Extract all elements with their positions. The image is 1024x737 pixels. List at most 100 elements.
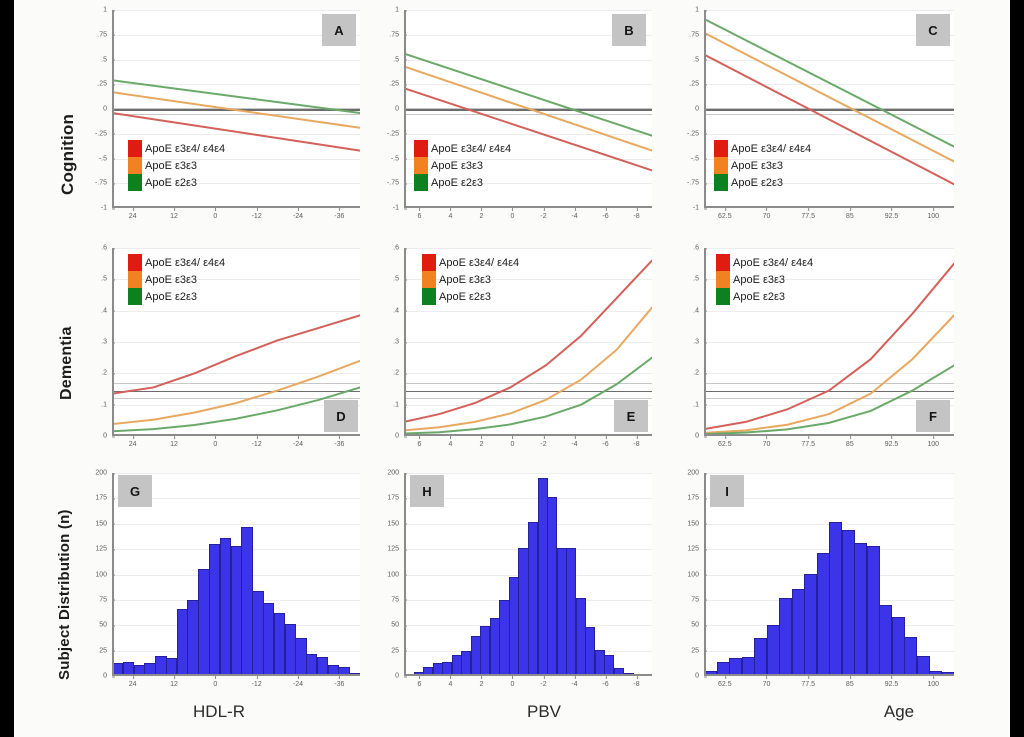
legend-swatch-icon: [714, 140, 728, 157]
x-tick-label: -6: [602, 208, 609, 220]
series-line: [704, 364, 954, 436]
reference-band-line: [112, 397, 360, 399]
y-tick-label: 175: [387, 495, 407, 502]
series-line: [404, 65, 652, 152]
legend-swatch-icon: [414, 157, 428, 174]
plot-area: [112, 10, 360, 208]
x-tick-label: 12: [170, 676, 178, 688]
legend-swatch-icon: [128, 254, 142, 271]
y-axis: [112, 473, 114, 676]
histogram-bar: [155, 655, 167, 676]
histogram-bar: [273, 613, 286, 676]
series-line: [704, 314, 954, 434]
y-tick-label: 100: [95, 571, 115, 578]
x-tick-label: 62.5: [718, 436, 732, 448]
plot-area: [404, 10, 652, 208]
legend-label: ApoE ε3ε4/ ε4ε4: [431, 142, 512, 155]
plot-area: [112, 248, 360, 436]
legend-swatch-icon: [128, 174, 142, 191]
y-tick-label: .5: [101, 56, 115, 63]
y-tick-label: -1: [393, 205, 408, 212]
legend-item: ApoE ε2ε3: [414, 174, 511, 191]
x-tick-label: -12: [252, 208, 262, 220]
x-tick-label: 24: [129, 436, 137, 448]
panel-a: 1 .75 .5 .25 0 -.25 -.5 -.75 -1 24 12 0 -12 -24 -36 A Ap…: [95, 7, 360, 220]
legend-swatch-icon: [414, 140, 428, 157]
gridline: [112, 373, 360, 375]
x-tick-label: 92.5: [885, 676, 898, 688]
x-tick-label: 100: [927, 208, 939, 220]
plot-area: [704, 248, 954, 436]
legend-swatch-icon: [128, 140, 142, 157]
y-tick-label: .1: [101, 401, 115, 408]
legend-label: ApoE ε3ε4/ ε4ε4: [145, 256, 226, 269]
x-tick-label: 0: [511, 436, 514, 448]
x-tick-label: 100: [927, 676, 939, 688]
histogram-bar: [241, 526, 253, 676]
histogram-bar: [187, 599, 199, 676]
reference-line: [112, 390, 360, 393]
y-tick-label: 200: [95, 470, 115, 477]
gridline: [404, 59, 652, 61]
y-tick-label: -1: [693, 205, 708, 212]
series-line: [112, 111, 360, 152]
series-line: [404, 356, 652, 435]
legend-item: ApoE ε3ε3: [716, 271, 813, 288]
y-tick-label: 100: [387, 571, 407, 578]
y-tick-label: -.25: [687, 130, 708, 137]
plot-area: [112, 473, 360, 676]
y-tick-label: 0: [103, 106, 115, 113]
gridline: [704, 158, 954, 160]
gridline: [112, 498, 360, 500]
panel-badge-f: F: [916, 400, 950, 432]
histogram-bar: [891, 617, 905, 676]
y-tick-label: .2: [101, 370, 115, 377]
reference-line: [404, 109, 652, 111]
y-tick-label: 150: [387, 520, 407, 527]
x-tick-label: -24: [293, 676, 303, 688]
x-title-pbv: PBV: [526, 702, 562, 721]
y-tick-label: .3: [393, 339, 407, 346]
y-tick-label: 0: [395, 673, 407, 680]
panel-badge-c: C: [916, 14, 950, 46]
x-axis: [404, 674, 652, 676]
series-line: [112, 91, 360, 129]
gridline: [704, 342, 954, 343]
x-tick-label: -8: [633, 208, 640, 220]
histogram-bar: [841, 529, 855, 676]
x-tick-label: 62.5: [718, 676, 732, 688]
x-tick-label: -8: [633, 676, 640, 688]
y-tick-label: 75: [99, 596, 115, 603]
gridline: [704, 279, 954, 281]
gridline: [404, 404, 652, 406]
legend-swatch-icon: [128, 157, 142, 174]
row-label-dementia: Dementia: [58, 326, 75, 400]
x-axis: [112, 206, 360, 208]
legend-swatch-icon: [716, 254, 730, 271]
series-line: [704, 31, 954, 163]
y-tick-label: 1: [695, 7, 707, 14]
histogram-bar: [879, 604, 893, 676]
gridline: [112, 342, 360, 343]
gridline: [404, 183, 652, 185]
series-line: [112, 79, 360, 114]
y-tick-label: 0: [103, 433, 115, 440]
legend-label: ApoE ε3ε3: [431, 159, 484, 172]
series-lines: [112, 314, 360, 433]
gridline: [404, 10, 652, 11]
x-tick-label: 2: [480, 436, 483, 448]
histogram-bar: [176, 609, 189, 676]
y-tick-label: 1: [103, 7, 115, 14]
legend-swatch-icon: [714, 157, 728, 174]
y-axis: [704, 473, 706, 676]
x-tick-label: 0: [213, 676, 217, 688]
plot-area: [404, 473, 652, 676]
histogram-bar: [916, 655, 930, 676]
panel-i: 200 175 150 125 100 75 50 25 0 62.5 70 77.5 85 92.5 10…: [687, 470, 954, 688]
legend-item: ApoE ε3ε3: [714, 157, 811, 174]
legend-label: ApoE ε3ε3: [145, 159, 198, 172]
panel-badge-e: E: [614, 400, 648, 432]
gridline: [112, 473, 360, 474]
y-tick-label: .5: [393, 56, 407, 63]
y-tick-label: 150: [687, 520, 707, 527]
